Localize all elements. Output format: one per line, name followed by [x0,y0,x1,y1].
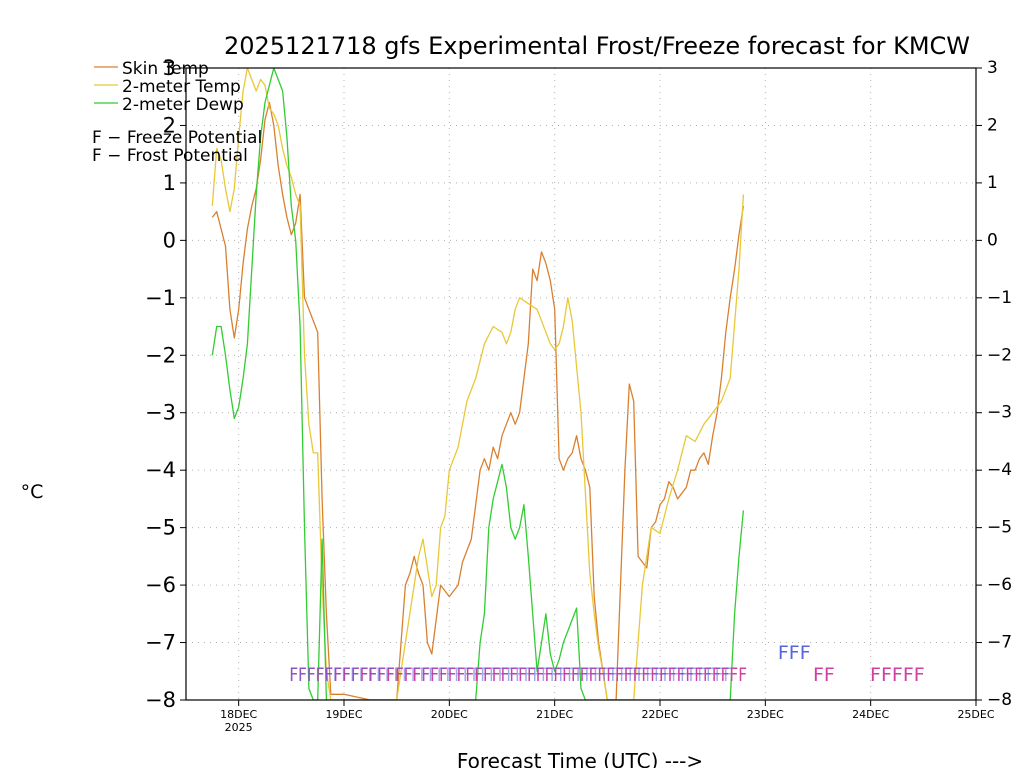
freeze-flag-group: FF [813,664,835,686]
y-tick-label-left: 0 [163,228,176,252]
y-tick-label-right: −8 [987,690,1012,710]
x-tick-sublabel: 2025 [225,721,253,734]
x-tick-label: 23DEC [747,708,784,721]
series-line-2-meter-dewp [211,68,745,700]
y-tick-label-left: −6 [145,573,176,597]
y-tick-label-right: 2 [987,115,998,135]
y-tick-label-left: −4 [145,458,176,482]
x-tick-label: 20DEC [431,708,468,721]
y-tick-label-left: −5 [145,516,176,540]
y-tick-label-left: 2 [163,113,176,137]
legend-frost-potential: F − Frost Potential [92,146,248,166]
legend-freeze-potential: F − Freeze Potential [92,128,262,148]
y-tick-label-right: −3 [987,403,1012,423]
y-tick-label-left: −7 [145,631,176,655]
y-tick-label-right: 1 [987,173,998,193]
y-tick-label-left: −8 [145,688,176,712]
y-axis-label: °C [21,481,44,503]
y-tick-label-left: −3 [145,401,176,425]
series-line-skin-temp [211,101,745,700]
series-line-2-meter-temp [211,68,745,700]
plot-frame [185,67,977,701]
y-tick-label-left: 1 [163,171,176,195]
frost-flag-group: FFF [778,642,811,664]
frost-freeze-flags: FFFFFFFFFFFFFFFFFFFFFFFFFFFFFFFFFFFFFFFF… [289,642,924,686]
x-tick-label: 24DEC [852,708,889,721]
y-tick-label-right: 0 [987,230,998,250]
y-tick-label-right: −1 [987,288,1012,308]
chart-title: 2025121718 gfs Experimental Frost/Freeze… [224,32,970,60]
x-tick-label: 18DEC [220,708,257,721]
frost-potential-flags: FFFFFFFFFFFFFFFFFFFFFFFFFFFFFFFFFFFFFFFF… [289,664,732,686]
freeze-potential-flags: FFFFFFFFFFFFFFFFFFFFFFFFFFFFFFFFFFFFFFFF… [289,664,747,686]
y-tick-label-right: −7 [987,633,1012,653]
y-tick-label-right: −2 [987,345,1012,365]
y-tick-label-right: 3 [987,58,998,78]
y-tick-label-right: −6 [987,575,1012,595]
x-axis-label: Forecast Time (UTC) ---> [457,749,703,768]
freeze-flag-group: FFFFF [870,664,925,686]
legend-label: 2-meter Temp [122,77,241,97]
legend-label: 2-meter Dewp [122,95,244,115]
y-axis-right: 3 2 1 0 −1 −2 −3 −4 −5 −6 −7 −8 [976,58,1012,710]
y-tick-label-left: −1 [145,286,176,310]
y-tick-label-right: −4 [987,460,1012,480]
x-tick-label: 19DEC [325,708,362,721]
y-tick-label-right: −5 [987,518,1012,538]
legend-label: Skin Temp [122,59,209,79]
x-tick-label: 25DEC [957,708,994,721]
y-tick-label-left: −2 [145,343,176,367]
series-lines [211,68,745,700]
x-tick-label: 21DEC [536,708,573,721]
y-tick-label-left: 3 [163,56,176,80]
x-tick-label: 22DEC [641,708,678,721]
y-axis-left: 3 2 1 0 −1 −2 −3 −4 −5 −6 −7 −8 [145,56,186,712]
